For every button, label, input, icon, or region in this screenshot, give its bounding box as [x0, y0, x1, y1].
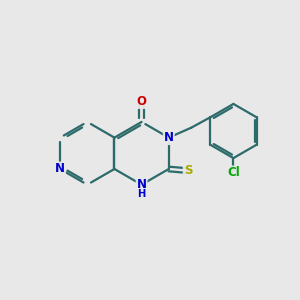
Text: N: N [55, 163, 65, 176]
Text: S: S [184, 164, 192, 177]
Text: N: N [136, 178, 147, 191]
Text: O: O [136, 95, 147, 108]
Text: H: H [137, 189, 146, 199]
Text: N: N [164, 131, 174, 144]
Text: Cl: Cl [227, 167, 240, 179]
